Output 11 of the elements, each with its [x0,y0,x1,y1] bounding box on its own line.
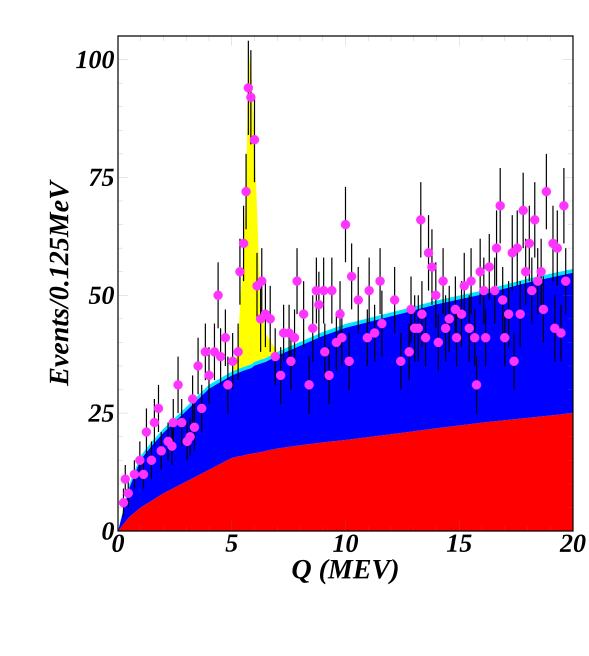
y-tick-label: 50 [88,286,114,304]
x-tick-label: 15 [446,534,472,552]
x-tick-label: 5 [226,534,238,552]
y-tick-label: 75 [90,168,114,186]
x-axis-title: Q (MEV) [292,558,398,584]
x-tick-label: 20 [560,534,586,552]
y-tick-label: 25 [88,404,114,422]
y-tick-label: 0 [102,522,114,540]
y-tick-label: 100 [76,50,114,68]
y-axis-title: Events/0.125MeV [50,179,69,386]
x-tick-label: 10 [333,534,358,552]
